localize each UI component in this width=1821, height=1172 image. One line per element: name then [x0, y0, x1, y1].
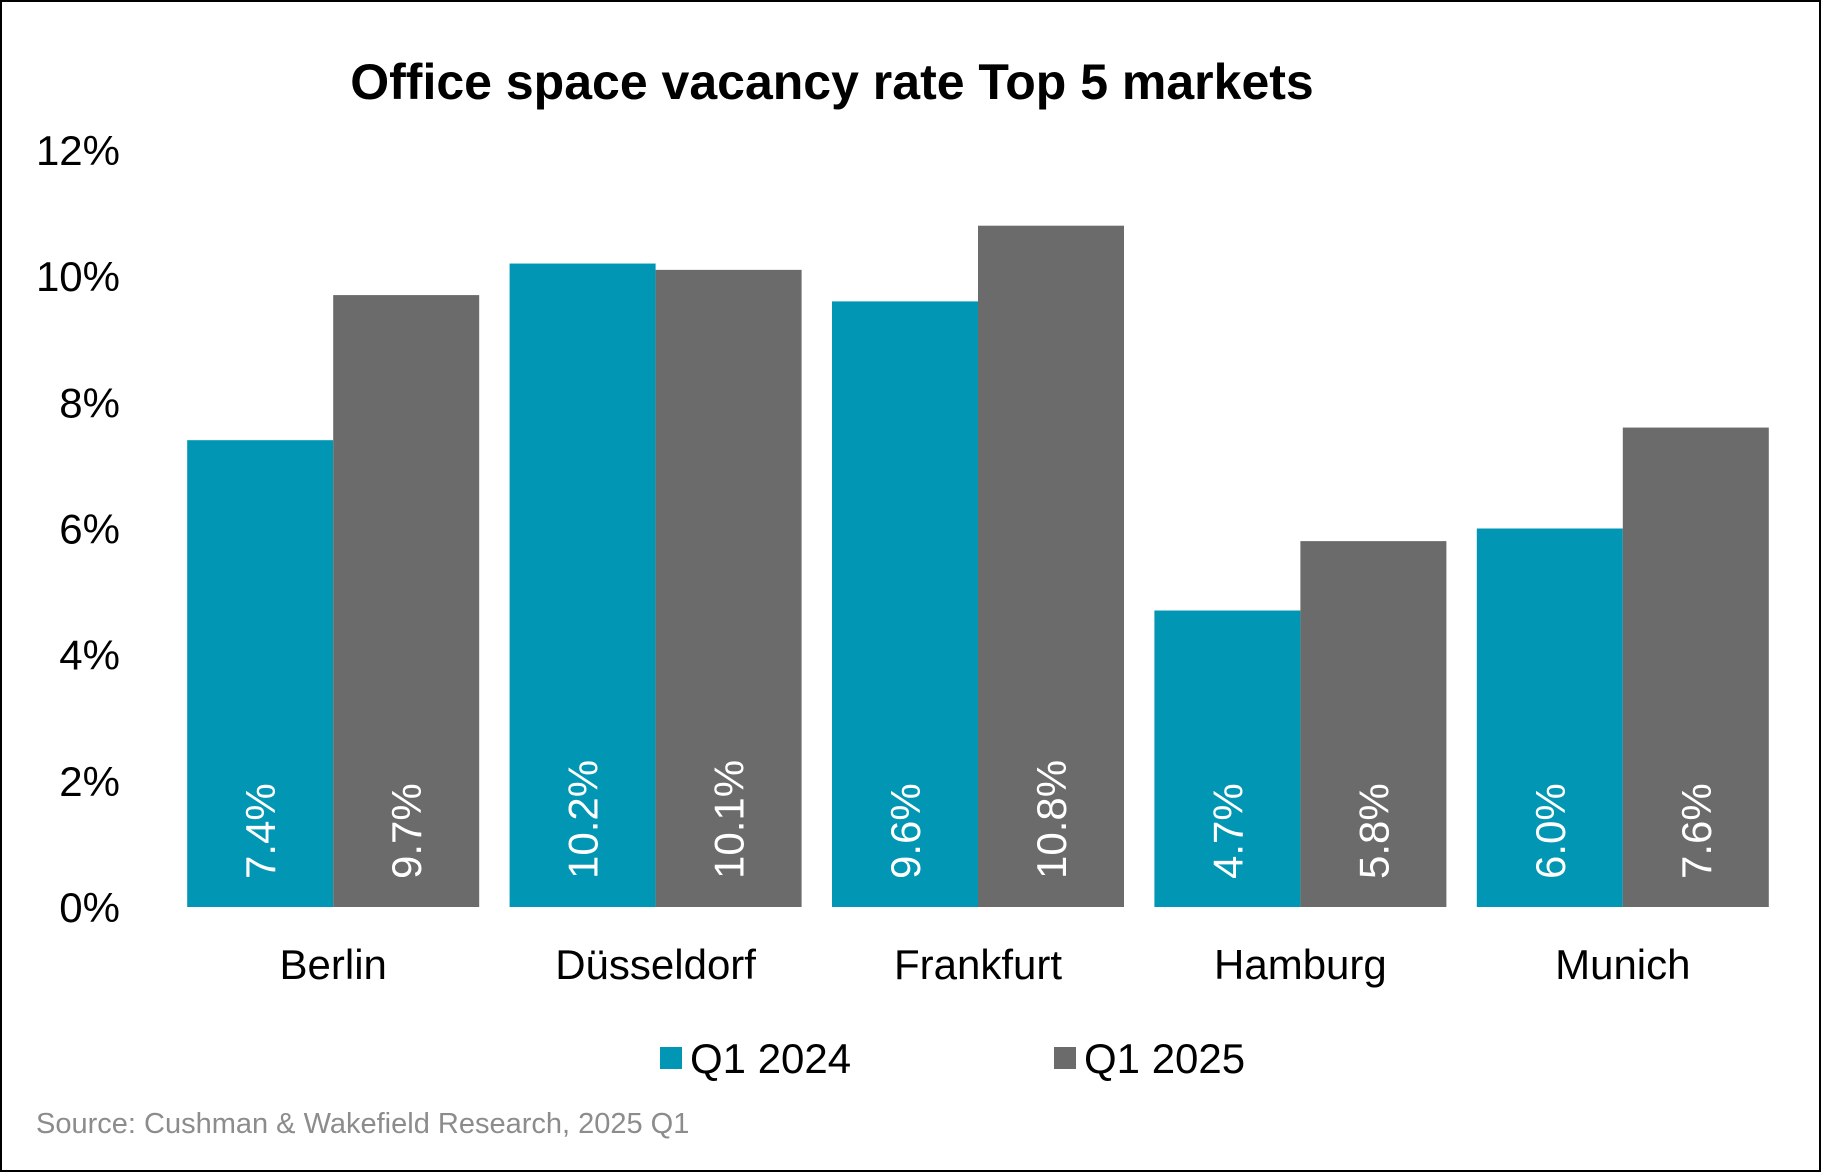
category-label: Düsseldorf	[555, 941, 756, 988]
data-label: 6.0%	[1527, 783, 1574, 879]
y-tick-label: 12%	[36, 127, 120, 174]
y-tick-label: 10%	[36, 253, 120, 300]
data-label: 9.6%	[882, 783, 929, 879]
bar-q1-2024	[509, 263, 656, 907]
bar-q1-2024	[1476, 528, 1623, 907]
bar-q1-2025	[1622, 427, 1769, 907]
data-label: 10.8%	[1028, 760, 1075, 879]
bar-q1-2025	[1300, 541, 1447, 907]
legend-label: Q1 2025	[1084, 1035, 1245, 1082]
legend-label: Q1 2024	[690, 1035, 851, 1082]
bar-q1-2025	[655, 269, 802, 907]
y-tick-label: 0%	[59, 884, 120, 931]
data-label: 10.2%	[560, 760, 607, 879]
category-label: Frankfurt	[894, 941, 1062, 988]
legend-swatch	[660, 1047, 682, 1069]
source-note: Source: Cushman & Wakefield Research, 20…	[36, 1108, 689, 1140]
y-tick-label: 8%	[59, 379, 120, 426]
data-label: 9.7%	[383, 783, 430, 879]
y-tick-label: 6%	[59, 506, 120, 553]
y-tick-label: 2%	[59, 758, 120, 805]
data-label: 10.1%	[706, 760, 753, 879]
data-label: 7.4%	[237, 783, 284, 879]
bar-q1-2025	[978, 225, 1124, 907]
bar-q1-2025	[333, 295, 480, 907]
bar-q1-2024	[832, 301, 978, 907]
y-tick-label: 4%	[59, 632, 120, 679]
bars: 7.4% 9.7% 10.2% 10.1% 9.6% 10.8% 4.7% 5.8% 6.0% 7…	[187, 225, 1769, 907]
category-label: Munich	[1555, 941, 1690, 988]
chart-title: Office space vacancy rate Top 5 markets	[350, 54, 1313, 110]
category-label: Hamburg	[1214, 941, 1387, 988]
data-label: 7.6%	[1673, 783, 1720, 879]
x-axis: Berlin Düsseldorf Frankfurt Hamburg Munich	[280, 941, 1691, 988]
bar-q1-2024	[1154, 610, 1301, 907]
data-label: 5.8%	[1350, 783, 1397, 879]
y-axis: 0% 2% 4% 6% 8% 10% 12%	[36, 127, 120, 931]
category-label: Berlin	[280, 941, 387, 988]
legend: Q1 2024 Q1 2025	[660, 1035, 1245, 1082]
bar-q1-2024	[187, 440, 334, 907]
data-label: 4.7%	[1204, 783, 1251, 879]
legend-swatch	[1054, 1047, 1076, 1069]
